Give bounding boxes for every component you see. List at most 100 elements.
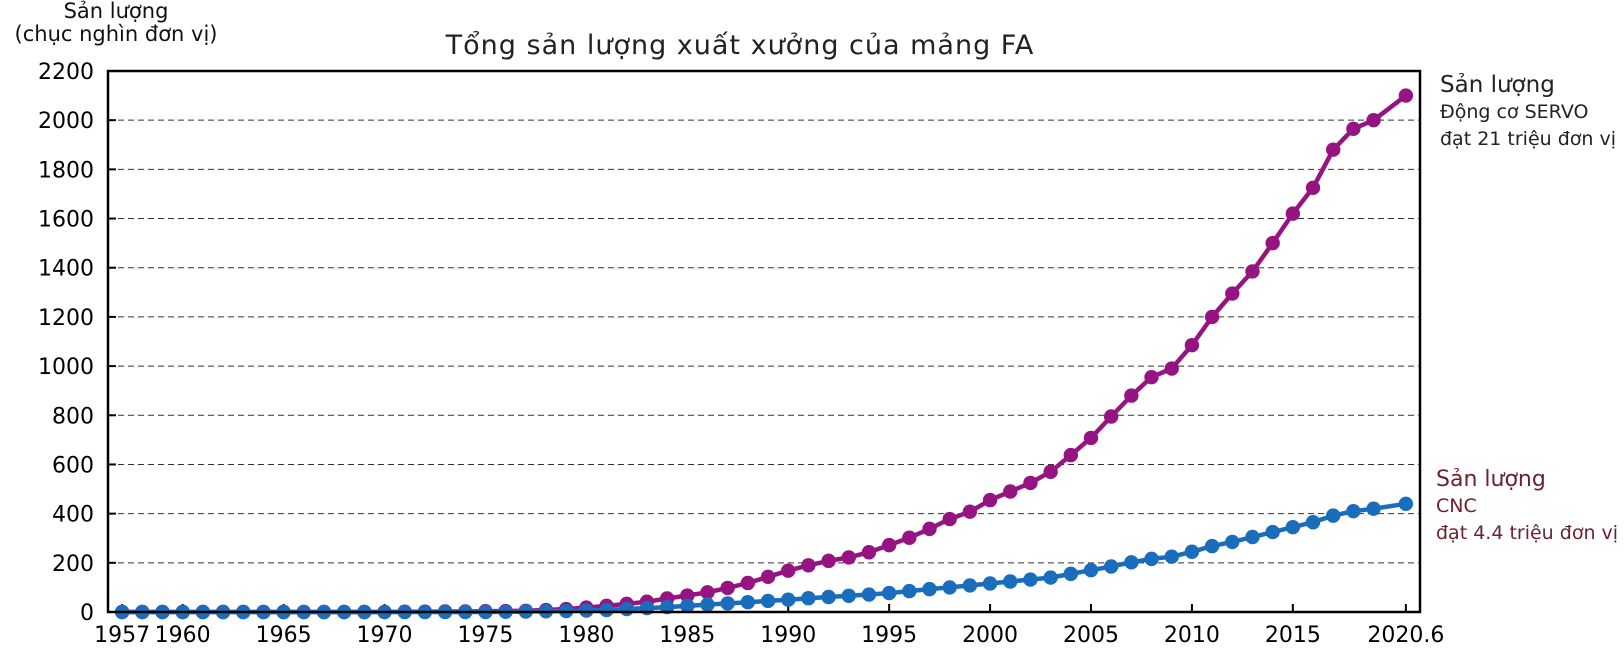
x-tick-label-2005: 2005 bbox=[1063, 623, 1119, 648]
point-cnc-2004 bbox=[1063, 566, 1079, 582]
x-tick-label-1990: 1990 bbox=[760, 623, 816, 648]
point-servo-2009 bbox=[1164, 361, 1179, 376]
point-cnc-2017 bbox=[1326, 508, 1341, 523]
point-servo-2015 bbox=[1285, 206, 1301, 221]
point-cnc-1980 bbox=[579, 603, 594, 618]
x-tick-label-2015: 2015 bbox=[1265, 623, 1321, 648]
point-servo-1992 bbox=[821, 553, 836, 569]
point-cnc-1981 bbox=[599, 602, 614, 618]
point-cnc-1999 bbox=[962, 578, 978, 593]
x-tick-label-1975: 1975 bbox=[457, 623, 513, 648]
point-servo-1986 bbox=[700, 585, 715, 600]
point-servo-1989 bbox=[760, 569, 776, 585]
servo-annotation-line1: Sản lượng bbox=[1440, 72, 1555, 98]
y-axis-label: Sản lượng (chục nghìn đơn vị) bbox=[6, 0, 226, 46]
point-cnc-2007 bbox=[1124, 555, 1139, 570]
point-servo-1993 bbox=[841, 550, 856, 565]
point-servo-2001 bbox=[1003, 484, 1018, 499]
point-servo-2017 bbox=[1326, 142, 1341, 157]
x-tick-label-1965: 1965 bbox=[256, 623, 312, 648]
y-tick-label-2200: 2200 bbox=[38, 60, 94, 85]
x-tick-label-2020.6: 2020.6 bbox=[1367, 623, 1444, 648]
servo-annotation: Sản lượng Động cơ SERVO đạt 21 triệu đơn… bbox=[1440, 72, 1616, 153]
y-tick-label-1800: 1800 bbox=[38, 158, 94, 183]
point-cnc-1994 bbox=[861, 587, 877, 602]
point-cnc-1996 bbox=[902, 583, 917, 599]
point-cnc-1995 bbox=[881, 585, 897, 601]
point-cnc-2009 bbox=[1164, 549, 1179, 564]
point-cnc-2002 bbox=[1023, 572, 1038, 587]
point-servo-1997 bbox=[922, 521, 937, 537]
point-servo-2003 bbox=[1043, 464, 1058, 480]
point-cnc-1986 bbox=[700, 597, 715, 612]
point-cnc-2012 bbox=[1225, 534, 1240, 550]
point-cnc-1987 bbox=[720, 596, 735, 611]
point-cnc-1992 bbox=[821, 589, 836, 605]
point-cnc-2001 bbox=[1003, 574, 1018, 589]
point-cnc-2016 bbox=[1305, 515, 1321, 530]
point-cnc-2008 bbox=[1144, 551, 1159, 567]
series-cnc bbox=[114, 496, 1414, 620]
x-tick-label-2000: 2000 bbox=[962, 623, 1018, 648]
cnc-annotation: Sản lượng CNC đạt 4.4 triệu đơn vị bbox=[1436, 466, 1618, 547]
point-cnc-1988 bbox=[740, 594, 756, 610]
point-cnc-2020.6 bbox=[1398, 496, 1414, 511]
point-servo-2012 bbox=[1225, 286, 1240, 301]
y-axis-label-line2: (chục nghìn đơn vị) bbox=[14, 22, 218, 46]
point-cnc-2006 bbox=[1103, 559, 1119, 574]
point-servo-2011 bbox=[1204, 309, 1220, 325]
x-tick-label-1957: 1957 bbox=[94, 623, 150, 648]
x-tick-label-2010: 2010 bbox=[1164, 623, 1220, 648]
point-servo-2010 bbox=[1184, 337, 1200, 353]
point-servo-2004 bbox=[1063, 447, 1079, 463]
point-servo-2013 bbox=[1245, 264, 1260, 279]
point-cnc-2015 bbox=[1285, 519, 1301, 535]
point-servo-2007 bbox=[1124, 388, 1139, 403]
x-tick-label-1985: 1985 bbox=[659, 623, 715, 648]
chart-title: Tổng sản lượng xuất xưởng của mảng FA bbox=[445, 30, 1035, 61]
point-servo-2002 bbox=[1023, 475, 1038, 491]
y-tick-label-600: 600 bbox=[52, 453, 94, 478]
cnc-annotation-line3: đạt 4.4 triệu đơn vị bbox=[1436, 522, 1619, 544]
point-cnc-2010 bbox=[1184, 544, 1200, 559]
cnc-annotation-line2: CNC bbox=[1436, 495, 1477, 517]
point-cnc-1985 bbox=[680, 598, 695, 614]
y-tick-label-800: 800 bbox=[52, 404, 94, 429]
point-servo-1999 bbox=[962, 504, 978, 519]
y-axis-label-line1: Sản lượng bbox=[63, 0, 169, 23]
y-tick-label-1600: 1600 bbox=[38, 208, 94, 233]
point-cnc-1991 bbox=[801, 591, 816, 606]
y-tick-label-200: 200 bbox=[52, 552, 94, 577]
point-servo-2000 bbox=[982, 492, 998, 508]
point-servo-1990 bbox=[781, 563, 796, 578]
x-tick-label-1960: 1960 bbox=[155, 623, 211, 648]
point-servo-2006 bbox=[1103, 409, 1119, 424]
point-cnc-2000 bbox=[982, 576, 998, 591]
point-cnc-1984 bbox=[659, 599, 675, 615]
point-servo-2005 bbox=[1083, 430, 1099, 446]
point-servo-1987 bbox=[720, 580, 735, 596]
point-servo-1991 bbox=[801, 558, 816, 573]
servo-annotation-line2: Động cơ SERVO bbox=[1440, 101, 1589, 123]
point-servo-1985 bbox=[680, 588, 695, 603]
y-tick-label-0: 0 bbox=[80, 601, 94, 626]
point-cnc-2018 bbox=[1346, 503, 1361, 519]
x-tick-label-1995: 1995 bbox=[861, 623, 917, 648]
series-group bbox=[114, 88, 1414, 620]
point-servo-2014 bbox=[1265, 235, 1280, 251]
point-servo-2018 bbox=[1346, 121, 1361, 136]
plot-frame bbox=[106, 69, 1422, 614]
cnc-annotation-line1: Sản lượng bbox=[1436, 467, 1546, 492]
point-cnc-2013 bbox=[1245, 529, 1260, 545]
y-tick-label-2000: 2000 bbox=[38, 109, 94, 134]
point-servo-2008 bbox=[1144, 369, 1159, 385]
point-servo-1996 bbox=[902, 530, 917, 545]
point-servo-1995 bbox=[881, 537, 897, 553]
gridlines bbox=[108, 119, 1420, 564]
point-servo-2019 bbox=[1366, 112, 1381, 128]
point-servo-1988 bbox=[740, 575, 756, 591]
series-line-servo bbox=[122, 93, 1408, 615]
point-cnc-1989 bbox=[760, 593, 776, 609]
y-tick-label-1000: 1000 bbox=[38, 355, 94, 380]
